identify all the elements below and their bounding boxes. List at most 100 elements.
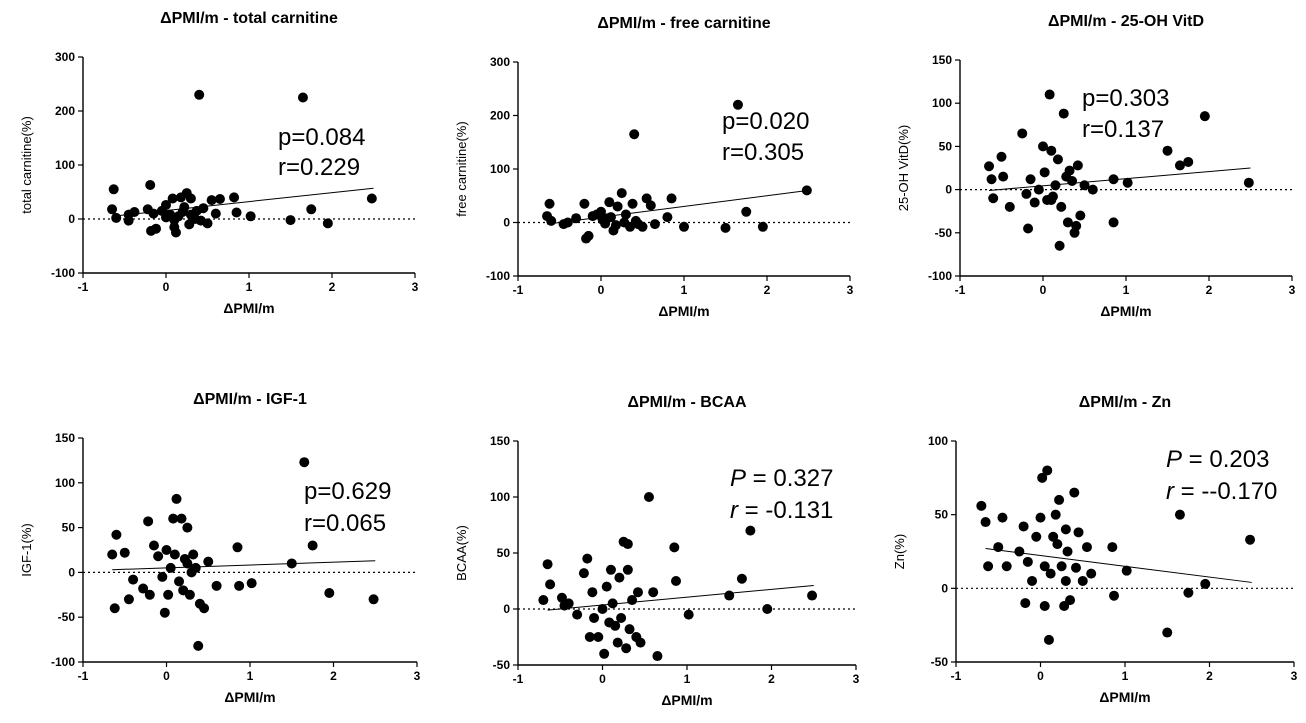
data-point (1075, 210, 1086, 221)
data-point (1072, 160, 1083, 171)
data-point (571, 213, 582, 224)
data-point (1109, 590, 1120, 601)
data-point (1162, 627, 1173, 638)
data-point (757, 221, 768, 232)
data-point (652, 651, 663, 662)
x-axis-title: ΔPMI/m (1100, 303, 1151, 319)
data-point (190, 562, 201, 573)
data-point (199, 603, 210, 614)
data-point (1043, 634, 1054, 645)
data-point (234, 580, 245, 591)
data-point (1037, 472, 1048, 483)
data-point (151, 223, 162, 234)
x-tick-label: -1 (78, 280, 89, 294)
y-axis-title: 25-OH VitD(%) (896, 125, 911, 211)
data-point (188, 549, 199, 560)
data-point (202, 218, 213, 229)
x-axis-title: ΔPMI/m (224, 689, 275, 705)
data-point (546, 215, 557, 226)
data-point (1017, 128, 1028, 139)
regression-line (989, 167, 1251, 191)
chart-panel-4: ΔPMI/m - IGF-1 -1 0 1 2 3 -100 -50 0 50 100 150 ΔPMI… (19, 391, 421, 705)
data-point (1031, 531, 1042, 542)
chart-panel-3: ΔPMI/m - 25-OH VitD -1 0 1 2 3 -100 -50 0 50 100 15… (896, 13, 1296, 319)
data-point (996, 151, 1007, 162)
data-point (1067, 175, 1078, 186)
data-point (148, 540, 159, 551)
data-point (671, 576, 682, 586)
data-point (556, 592, 567, 603)
data-point (231, 207, 242, 218)
data-point (182, 522, 193, 533)
data-point (589, 612, 600, 623)
data-point (1039, 167, 1050, 178)
x-tick-label: 2 (330, 669, 337, 683)
data-point (185, 209, 196, 220)
data-point (206, 195, 217, 206)
r-value-label: r=0.065 (304, 510, 386, 537)
data-point (1056, 201, 1067, 212)
data-point (1122, 177, 1133, 188)
x-tick-label: 1 (1122, 669, 1129, 683)
y-tick-label: -100 (51, 266, 75, 280)
x-tick-label: 3 (847, 283, 854, 297)
y-tick-label: 50 (497, 546, 511, 560)
y-tick-label: 50 (939, 139, 953, 153)
data-point (1022, 556, 1033, 567)
data-point (1174, 509, 1185, 520)
data-point (622, 539, 633, 550)
data-point (666, 193, 677, 204)
data-point (980, 517, 991, 528)
data-point (167, 193, 178, 204)
p-value-label: p=0.629 (304, 478, 391, 505)
y-tick-label: 0 (68, 565, 75, 579)
data-point (232, 542, 243, 553)
data-point (614, 572, 625, 583)
x-tick-label: 2 (1206, 669, 1213, 683)
data-point (1065, 595, 1076, 606)
data-point (1039, 561, 1050, 572)
chart-panel-5: ΔPMI/m - BCAA -1 0 1 2 3 -50 0 50 100 150 ΔPMI/m BCA… (454, 394, 860, 708)
data-point (173, 211, 184, 222)
data-point (168, 513, 179, 524)
data-point (1039, 601, 1050, 612)
y-tick-label: 0 (68, 212, 75, 226)
data-point (128, 574, 139, 585)
y-tick-label: -50 (493, 658, 511, 672)
data-point (286, 558, 297, 569)
y-tick-label: 0 (941, 581, 948, 595)
data-point (1054, 240, 1065, 251)
data-point (544, 198, 555, 209)
data-point (157, 571, 168, 582)
data-point (184, 589, 195, 600)
data-point (983, 561, 994, 572)
data-point (976, 500, 987, 511)
data-point (579, 198, 590, 209)
data-point (616, 188, 627, 199)
x-tick-label: 1 (247, 669, 254, 683)
data-point (1174, 160, 1185, 171)
data-point (587, 587, 598, 598)
data-point (984, 161, 995, 172)
x-axis-title: ΔPMI/m (223, 300, 274, 316)
y-tick-label: 50 (62, 521, 76, 535)
data-point (662, 212, 673, 223)
data-point (741, 206, 752, 217)
data-point (1081, 542, 1092, 553)
data-point (637, 221, 648, 232)
data-point (210, 208, 221, 219)
data-point (801, 185, 812, 196)
data-point (174, 576, 185, 587)
data-point (632, 587, 643, 598)
data-point (129, 206, 140, 217)
data-point (1045, 568, 1056, 579)
x-tick-label: 3 (1289, 283, 1296, 297)
x-tick-label: 0 (163, 280, 170, 294)
data-point (143, 516, 154, 527)
data-point (1014, 546, 1025, 557)
data-point (599, 648, 610, 659)
regression-line (985, 548, 1252, 583)
x-tick-label: 1 (1123, 283, 1130, 297)
data-point (578, 568, 589, 579)
